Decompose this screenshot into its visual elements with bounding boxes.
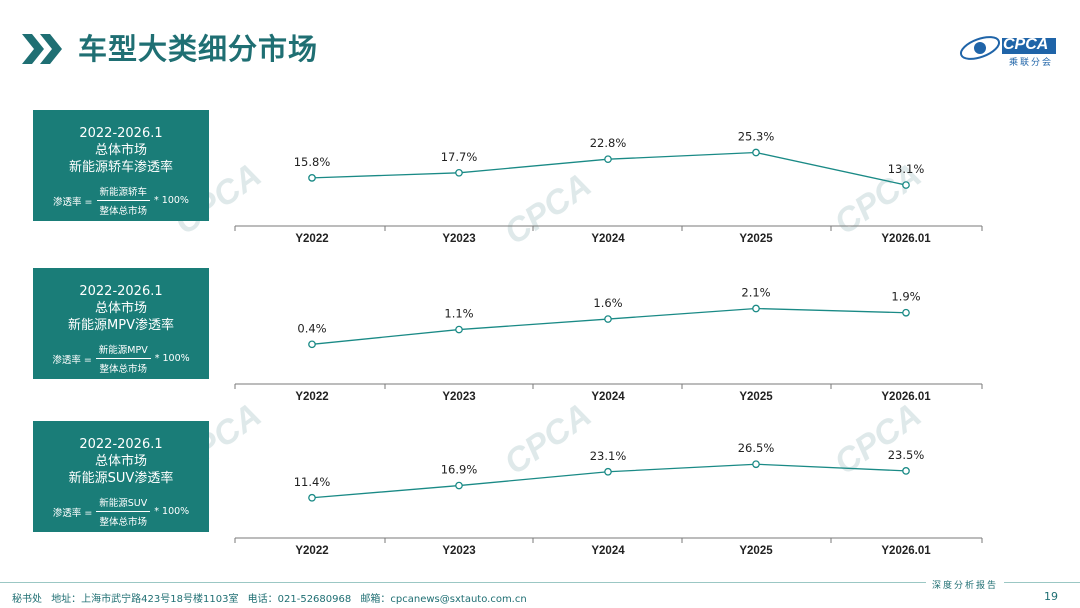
x-tick-label: Y2023 [442,233,475,245]
cpca-logo-icon [959,36,1056,60]
data-point [604,155,612,164]
formula: 渗透率 = 新能源SUV 整体总市场 * 100% [33,495,209,528]
formula-numerator: 新能源MPV [95,342,151,359]
panel-metric: 新能源轿车渗透率 [68,160,173,175]
data-label: 11.4% [294,475,331,489]
data-point [455,481,463,490]
data-point [752,304,760,313]
data-point [604,467,612,476]
x-tick-label: Y2025 [739,545,773,557]
data-label: 1.9% [891,290,920,304]
data-point [308,340,316,349]
panel-market: 总体市场 [94,143,147,158]
data-point [308,174,316,182]
formula-rhs: * 100% [154,353,190,364]
report-label: 深度分析报告 [926,578,1005,591]
footer-divider [0,582,1080,583]
x-tick-label: Y2025 [739,233,773,245]
x-tick-label: Y2026.01 [881,391,931,403]
data-label: 17.7% [441,150,478,164]
data-label: 13.1% [888,162,925,176]
data-label: 0.4% [297,321,326,335]
formula-lhs: 渗透率 = [52,354,92,366]
data-label: 22.8% [590,136,627,150]
panel-market: 总体市场 [94,454,147,469]
x-tick-label: Y2024 [591,545,625,557]
fraction: 新能源MPV 整体总市场 [95,342,151,375]
footer-info: 秘书处 地址：上海市武宁路423号18号楼1103室 电话：021-526809… [12,590,533,605]
suv-penetration-chart: 11.4% Y2022 16.9% Y2023 23.1% Y2024 26.5% Y2025… [234,441,983,557]
x-tick-label: Y2022 [295,233,328,245]
footer-email: 邮箱：cpcanews@sxtauto.com.cn [360,594,527,605]
formula: 渗透率 = 新能源轿车 整体总市场 * 100% [33,184,209,217]
x-tick-label: Y2024 [591,391,625,403]
info-panel-suv: 2022-2026.1 总体市场 新能源SUV渗透率 渗透率 = 新能源SUV … [33,421,209,532]
formula-rhs: * 100% [154,506,190,517]
info-panel-mpv: 2022-2026.1 总体市场 新能源MPV渗透率 渗透率 = 新能源MPV … [33,268,209,379]
data-point [902,308,910,317]
formula-lhs: 渗透率 = [52,507,93,519]
data-point [455,325,463,334]
formula: 渗透率 = 新能源MPV 整体总市场 * 100% [33,342,209,375]
data-label: 1.6% [593,296,622,310]
data-label: 23.1% [590,449,627,463]
x-tick-label: Y2026.01 [881,233,931,245]
formula-denominator: 整体总市场 [99,364,148,375]
x-tick-label: Y2023 [442,391,475,403]
page-title: 车型大类细分市场 [78,32,319,66]
data-label: 26.5% [738,441,775,455]
x-tick-label: Y2026.01 [881,545,931,557]
data-label: 15.8% [294,155,331,169]
data-label: 25.3% [738,130,775,144]
data-point [604,315,612,323]
series-line [311,307,907,345]
footer-phone: 电话：021-52680968 [247,594,352,605]
data-label: 23.5% [888,448,925,462]
panel-market: 总体市场 [94,301,147,316]
data-point [902,467,910,475]
chevron-icon [22,34,62,64]
formula-denominator: 整体总市场 [99,206,148,217]
fraction: 新能源SUV 整体总市场 [96,495,151,528]
formula-numerator: 新能源SUV [96,495,151,512]
formula-denominator: 整体总市场 [99,517,148,528]
formula-lhs: 渗透率 = [53,196,93,208]
mpv-penetration-chart: 0.4% Y2022 1.1% Y2023 1.6% Y2024 2.1% Y2025 1.9%… [234,286,983,403]
x-tick-label: Y2022 [295,545,328,557]
x-tick-label: Y2023 [442,545,475,557]
data-label: 1.1% [444,307,473,321]
x-tick-label: Y2022 [295,391,328,403]
footer-office: 秘书处 [12,594,42,605]
data-point [752,460,760,469]
data-label: 2.1% [741,286,770,300]
data-point [902,181,910,189]
formula-rhs: * 100% [154,195,189,206]
panel-metric: 新能源MPV渗透率 [68,318,174,333]
sedan-penetration-chart: 15.8% Y2022 17.7% Y2023 22.8% Y2024 25.3% Y2025… [234,130,983,245]
x-tick-label: Y2024 [591,233,625,245]
x-tick-label: Y2025 [739,391,773,403]
info-panel-sedan: 2022-2026.1 总体市场 新能源轿车渗透率 渗透率 = 新能源轿车 整体… [33,110,209,221]
data-point [752,148,760,157]
logo-sub: 乘联分会 [1009,58,1054,68]
panel-period: 2022-2026.1 [79,284,163,299]
data-point [455,168,463,177]
data-label: 16.9% [441,463,478,477]
panel-period: 2022-2026.1 [79,126,163,141]
logo-brand: CPCA [1003,36,1049,53]
fraction: 新能源轿车 整体总市场 [96,184,151,217]
footer-address: 地址：上海市武宁路423号18号楼1103室 [51,594,239,605]
data-point [308,493,316,502]
formula-numerator: 新能源轿车 [96,184,151,201]
panel-metric: 新能源SUV渗透率 [68,471,174,486]
panel-period: 2022-2026.1 [79,437,163,452]
page-number: 19 [1044,590,1058,603]
